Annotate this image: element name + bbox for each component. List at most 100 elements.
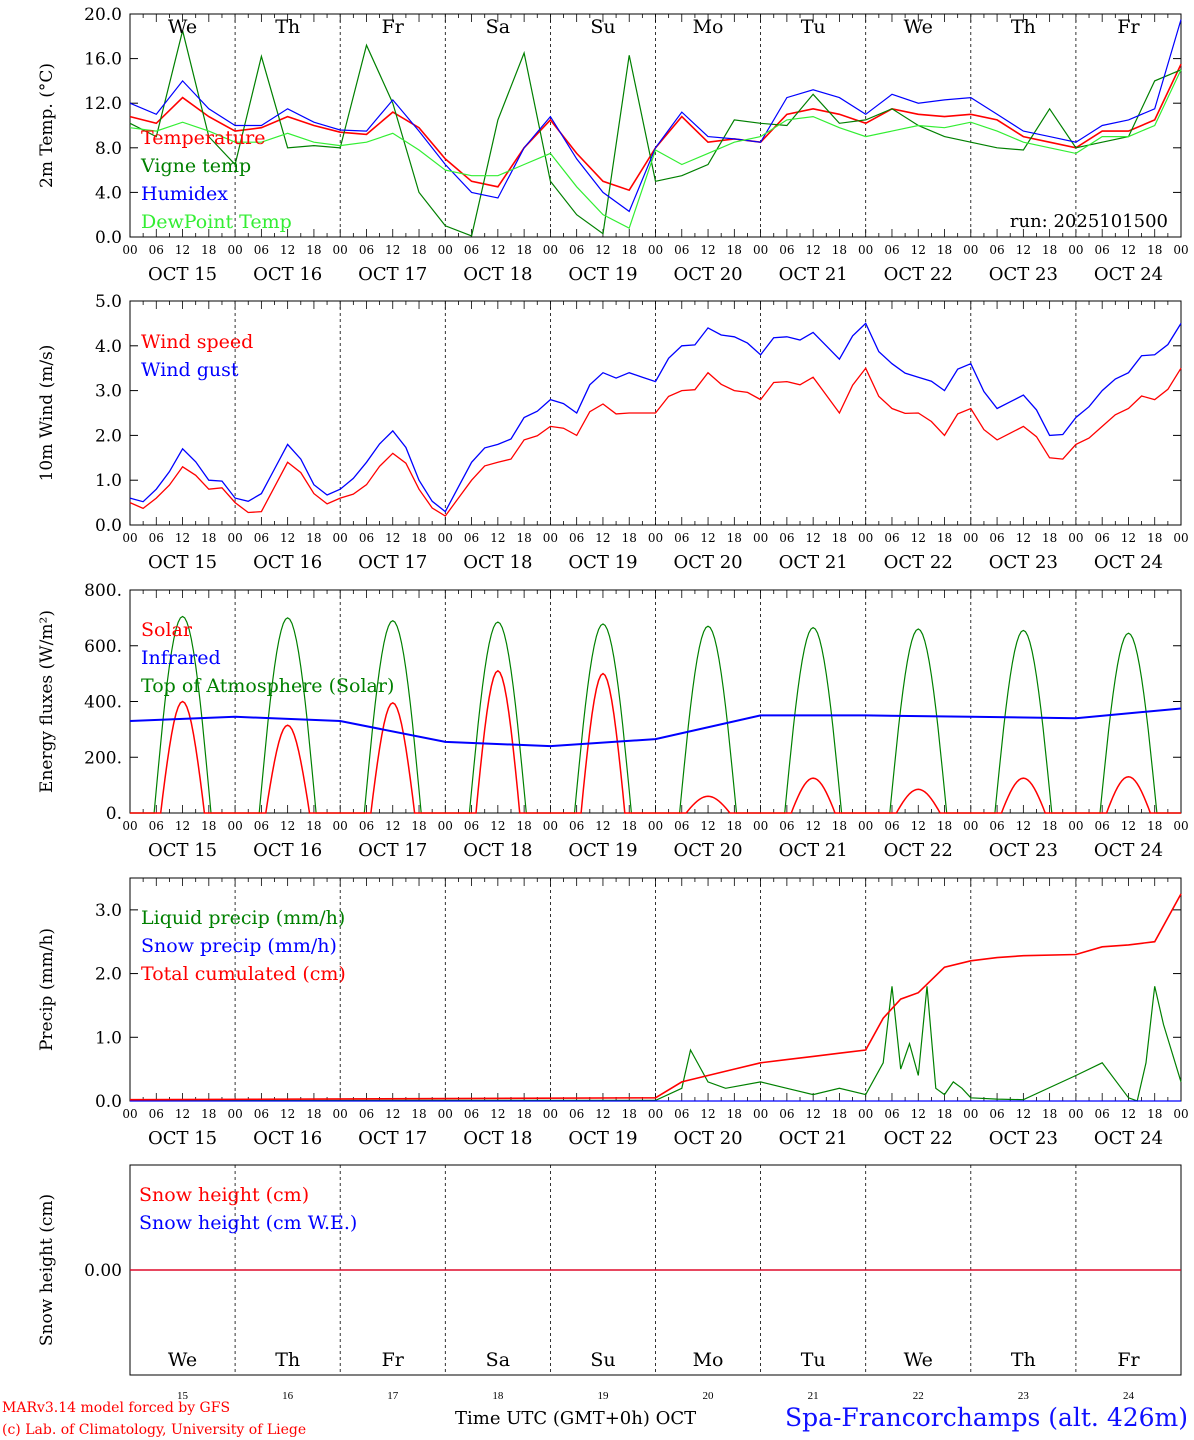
date-label: OCT 19: [568, 264, 637, 285]
date-label: OCT 22: [884, 264, 953, 285]
hour-label: 12: [1016, 1107, 1031, 1121]
date-label: OCT 20: [673, 264, 742, 285]
hour-label: 06: [1095, 243, 1110, 257]
hour-label: 06: [254, 531, 269, 545]
hour-label: 00: [963, 243, 978, 257]
date-label: OCT 24: [1094, 264, 1163, 285]
day-label-bottom: We: [168, 1349, 197, 1371]
y-tick-label: 4.0: [95, 183, 122, 203]
hour-label: 18: [937, 531, 952, 545]
hour-label: 00: [648, 243, 663, 257]
hour-label: 00: [122, 819, 137, 833]
hour-label: 06: [1095, 819, 1110, 833]
footer-credit: (c) Lab. of Climatology, University of L…: [2, 1422, 306, 1438]
date-label: OCT 24: [1094, 1128, 1163, 1149]
legend-humidex: Humidex: [141, 183, 228, 205]
panel-4-y-label: Snow height (cm): [37, 1194, 57, 1346]
hour-label: 18: [937, 819, 952, 833]
hour-label: 18: [1042, 819, 1057, 833]
y-tick-label: 8.0: [95, 139, 122, 159]
hour-label: 12: [1016, 819, 1031, 833]
hour-label: 06: [569, 531, 584, 545]
hour-label: 18: [727, 1107, 742, 1121]
hour-label: 06: [779, 243, 794, 257]
day-number: 15: [177, 1390, 189, 1402]
day-label-bottom: We: [904, 1349, 933, 1371]
hour-label: 12: [1121, 819, 1136, 833]
hour-label: 18: [516, 819, 531, 833]
series-total-cumulated-cm-: [129, 893, 1182, 1101]
y-tick-label: 0.: [106, 804, 122, 824]
hour-label: 18: [622, 243, 637, 257]
legend-liquid-precip-mm-h-: Liquid precip (mm/h): [141, 907, 345, 929]
day-label-bottom: Mo: [693, 1349, 724, 1371]
hour-label: 00: [438, 243, 453, 257]
hour-label: 12: [1121, 1107, 1136, 1121]
hour-label: 18: [622, 1107, 637, 1121]
hour-label: 00: [858, 531, 873, 545]
hour-label: 06: [149, 243, 164, 257]
y-tick-label: 200.: [84, 748, 122, 768]
date-label: OCT 16: [253, 840, 322, 861]
hour-label: 06: [779, 1107, 794, 1121]
hour-label: 00: [438, 819, 453, 833]
date-label: OCT 20: [673, 840, 742, 861]
date-label: OCT 23: [989, 840, 1058, 861]
legend-total-cumulated-cm-: Total cumulated (cm): [141, 963, 346, 985]
legend-snow-height-cm-w-e-: Snow height (cm W.E.): [139, 1212, 357, 1234]
hour-label: 18: [1147, 243, 1162, 257]
hour-label: 18: [937, 1107, 952, 1121]
hour-label: 00: [963, 1107, 978, 1121]
hour-label: 18: [516, 1107, 531, 1121]
hour-label: 00: [753, 1107, 768, 1121]
hour-label: 12: [700, 531, 715, 545]
legend-vigne-temp: Vigne temp: [140, 155, 251, 177]
hour-label: 06: [359, 531, 374, 545]
day-label-top: Sa: [486, 16, 510, 38]
date-label: OCT 21: [779, 1128, 848, 1149]
hour-label: 18: [832, 819, 847, 833]
hour-label: 18: [622, 819, 637, 833]
hour-label: 18: [1042, 531, 1057, 545]
hour-label: 18: [306, 1107, 321, 1121]
hour-label: 00: [1068, 531, 1083, 545]
hour-label: 12: [1121, 243, 1136, 257]
hour-label: 00: [333, 243, 348, 257]
legend-temperature: Temperature: [141, 127, 265, 149]
hour-label: 12: [806, 819, 821, 833]
hour-label: 06: [254, 819, 269, 833]
date-label: OCT 23: [989, 1128, 1058, 1149]
date-label: OCT 23: [989, 264, 1058, 285]
hour-label: 00: [648, 819, 663, 833]
hour-label: 12: [595, 531, 610, 545]
hour-label: 00: [227, 531, 242, 545]
date-label: OCT 22: [884, 1128, 953, 1149]
y-tick-label: 16.0: [84, 50, 122, 70]
hour-label: 00: [543, 531, 558, 545]
date-label: OCT 16: [253, 264, 322, 285]
date-label: OCT 18: [463, 1128, 532, 1149]
hour-label: 18: [516, 531, 531, 545]
day-number: 16: [282, 1390, 294, 1402]
date-label: OCT 15: [148, 1128, 217, 1149]
hour-label: 18: [306, 531, 321, 545]
y-tick-label: 2.0: [95, 426, 122, 446]
hour-label: 18: [201, 819, 216, 833]
y-tick-label: 4.0: [95, 337, 122, 357]
hour-label: 12: [700, 243, 715, 257]
hour-label: 06: [569, 243, 584, 257]
hour-label: 12: [1016, 531, 1031, 545]
panel-3-y-label: Precip (mm/h): [37, 928, 57, 1051]
hour-label: 06: [254, 1107, 269, 1121]
legend-top-of-atmosphere-solar-: Top of Atmosphere (Solar): [141, 675, 394, 697]
hour-label: 12: [280, 243, 295, 257]
y-tick-label: 600.: [84, 637, 122, 657]
hour-label: 06: [989, 819, 1004, 833]
hour-label: 00: [858, 1107, 873, 1121]
date-label: OCT 24: [1094, 840, 1163, 861]
hour-label: 18: [201, 243, 216, 257]
date-label: OCT 22: [884, 552, 953, 573]
hour-label: 06: [674, 1107, 689, 1121]
hour-label: 12: [1121, 531, 1136, 545]
hour-label: 06: [1095, 1107, 1110, 1121]
